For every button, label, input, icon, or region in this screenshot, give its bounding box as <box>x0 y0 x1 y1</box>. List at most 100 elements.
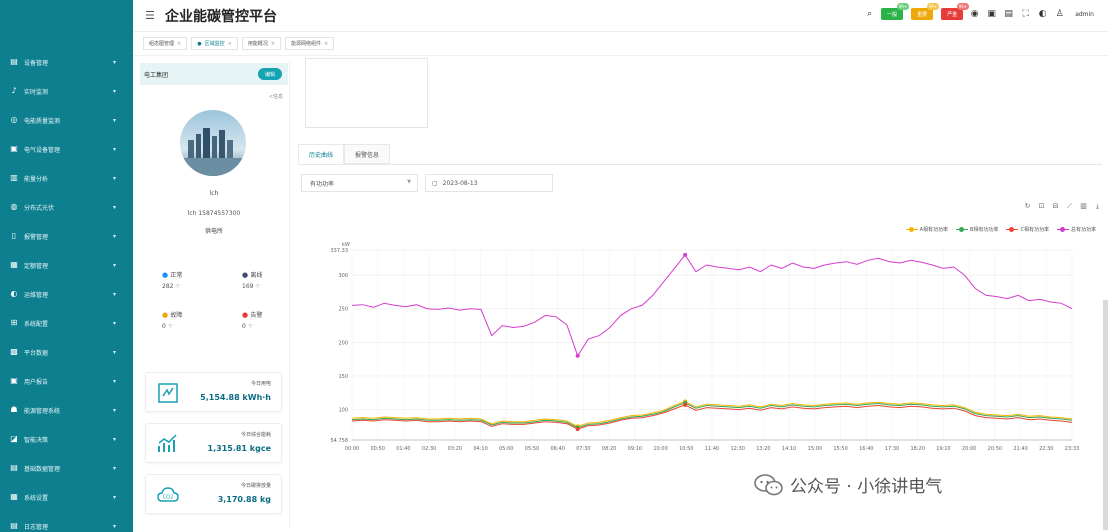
y-tick-label: 100 <box>338 408 348 414</box>
stat-value-row: 0 个 <box>242 323 262 330</box>
edit-button[interactable]: 编辑 <box>258 68 282 80</box>
sidebar-item-label: 运维管理 <box>24 291 49 299</box>
chevron-down-icon: ▾ <box>113 290 117 298</box>
tag-item[interactable]: 用能概况 × <box>241 37 282 50</box>
tab-item[interactable]: 报警信息 <box>344 144 391 164</box>
video-icon[interactable]: ◉ <box>970 9 979 19</box>
legend-item[interactable]: B相有功功率 <box>956 226 998 233</box>
x-tick-label: 12:30 <box>731 446 745 452</box>
scrollbar[interactable] <box>1103 300 1108 530</box>
close-icon[interactable]: × <box>324 40 329 47</box>
close-icon[interactable]: × <box>177 40 182 47</box>
monitor-icon: ♪ <box>11 86 17 95</box>
user-icon[interactable]: ♙ <box>1055 9 1064 19</box>
x-tick-label: 23:33 <box>1065 446 1079 452</box>
sidebar-item[interactable]: ◪ 智能决策 ▾ <box>0 428 133 450</box>
x-tick-label: 13:20 <box>756 446 770 452</box>
chevron-down-icon: ▾ <box>113 232 117 240</box>
legend-item[interactable]: A相有功功率 <box>905 226 948 233</box>
sidebar-item[interactable]: ◎ 电能质量监测 ▾ <box>0 109 133 131</box>
search-icon[interactable]: ⌕ <box>867 9 873 19</box>
download-icon[interactable]: ⤓ <box>1095 202 1100 210</box>
username[interactable]: admin <box>1075 10 1094 18</box>
sidebar-item[interactable]: ▯ 报警管理 ▾ <box>0 225 133 247</box>
x-tick-label: 16:40 <box>859 446 873 452</box>
stat-label: 离线 <box>250 272 263 279</box>
x-tick-label: 01:40 <box>396 446 410 452</box>
sidebar-item[interactable]: ☗ 能源管理系统 ▾ <box>0 399 133 421</box>
x-tick-label: 07:30 <box>576 446 590 452</box>
fullscreen-icon[interactable]: ⛶ <box>1022 9 1029 19</box>
sidebar-item[interactable]: ⊞ 系统配置 ▾ <box>0 312 133 334</box>
alarm-level-badge[interactable]: 严重 99+ <box>941 3 970 20</box>
stat-label: 正常 <box>170 272 183 279</box>
sidebar-item[interactable]: ▦ 系统设置 ▾ <box>0 486 133 508</box>
tab-item[interactable]: 历史曲线 <box>298 144 345 164</box>
chevron-down-icon: ▾ <box>113 145 117 153</box>
tag-item[interactable]: ● 区域监控 × <box>191 37 238 50</box>
size-icon[interactable]: ▤ <box>1004 9 1013 19</box>
settings-icon: ▦ <box>10 492 18 501</box>
legend-item[interactable]: 总有功功率 <box>1056 226 1096 233</box>
sidebar-item-label: 电能质量监测 <box>24 117 61 125</box>
sidebar-item[interactable]: ◐ 运维管理 ▾ <box>0 283 133 305</box>
energy-value: 5,154.88 kWh·h <box>200 393 271 402</box>
sidebar-item[interactable]: ▩ 平台数据 ▾ <box>0 341 133 363</box>
data-icon: ▩ <box>10 347 18 356</box>
tag-item[interactable]: 能源网络组件 × <box>285 37 335 50</box>
y-tick-label: 54.758 <box>331 438 349 444</box>
alarm-count-badge: 99+ <box>896 3 910 10</box>
extreme-point <box>683 402 688 407</box>
legend-swatch <box>1056 227 1069 232</box>
zoom-icon[interactable]: ⊡ <box>1038 202 1045 210</box>
sidebar-item-label: 基础数据管理 <box>24 465 61 473</box>
sidebar-item[interactable]: ▣ 用户报告 ▾ <box>0 370 133 392</box>
solar-icon: ◍ <box>10 202 18 211</box>
energy-label: 今日用电 <box>250 381 271 387</box>
tag-item[interactable]: 组态图管理 × <box>143 37 188 50</box>
stat-item: ● 正常 282 个 <box>162 270 182 290</box>
metric-select[interactable]: 有功功率 ▼ <box>301 174 418 192</box>
tag-label: 用能概况 <box>247 41 268 47</box>
sidebar-item-label: 平台数据 <box>24 349 49 357</box>
x-tick-label: 09:10 <box>628 446 642 452</box>
header: ☰ 企业能碳管控平台 ⌕ 一般 99+ 重要 99+ 严重 99+ ◉ ▣ ▤ ⛶ ◐ ♙… <box>133 0 1108 32</box>
theme-icon[interactable]: ◐ <box>1038 9 1047 19</box>
x-tick-label: 03:20 <box>448 446 462 452</box>
power-quality-icon: ◎ <box>10 115 18 124</box>
sidebar-item[interactable]: ▤ 设备管理 ▾ <box>0 51 133 73</box>
menu-toggle-icon[interactable]: ☰ <box>145 9 155 22</box>
sidebar-item[interactable]: ▥ 能量分析 ▾ <box>0 167 133 189</box>
close-icon[interactable]: × <box>270 40 276 47</box>
bar-chart-icon[interactable]: ▥ <box>1080 202 1087 210</box>
stat-unit: 个 <box>175 284 181 290</box>
profile-link[interactable]: <信息 <box>268 94 283 100</box>
sidebar-item[interactable]: ▤ 基础数据管理 ▾ <box>0 457 133 479</box>
series-line <box>351 254 1073 357</box>
alarm-level-badge[interactable]: 一般 99+ <box>881 3 910 20</box>
zoom-reset-icon[interactable]: ⊟ <box>1052 202 1059 210</box>
sidebar-item[interactable]: ♪ 实时监测 ▾ <box>0 80 133 102</box>
chevron-down-icon: ▾ <box>113 522 117 530</box>
stat-label: 告警 <box>250 312 263 319</box>
header-toolbar: ⌕ 一般 99+ 重要 99+ 严重 99+ ◉ ▣ ▤ ⛶ ◐ ♙ admin <box>864 3 1094 20</box>
date-picker[interactable]: ▢ 2023-08-13 <box>425 174 553 192</box>
sidebar-item[interactable]: ▦ 定额管理 ▾ <box>0 254 133 276</box>
sidebar-item[interactable]: ▣ 电气设备管理 ▾ <box>0 138 133 160</box>
legend-item[interactable]: C相有功功率 <box>1006 226 1049 233</box>
x-tick-label: 10:00 <box>653 446 667 452</box>
layout-icon[interactable]: ▣ <box>987 9 996 19</box>
restore-icon[interactable]: ↻ <box>1024 202 1031 210</box>
energy-value: 1,315.81 kgce <box>207 444 271 453</box>
sidebar-item-label: 电气设备管理 <box>24 146 61 154</box>
alarm-level-label: 重要 <box>917 11 928 18</box>
energy-card: 今日综合能耗 1,315.81 kgce <box>145 423 282 463</box>
alarm-level-label: 一般 <box>887 11 898 18</box>
line-chart-icon[interactable]: ⟋ <box>1067 202 1072 210</box>
sidebar-item[interactable]: ▤ 日志管理 ▾ <box>0 515 133 532</box>
sidebar-item[interactable]: ◍ 分布式光伏 ▾ <box>0 196 133 218</box>
alarm-level-badge[interactable]: 重要 99+ <box>911 3 940 20</box>
chevron-down-icon: ▾ <box>113 348 117 356</box>
close-icon[interactable]: × <box>227 40 232 47</box>
tags-bar: 组态图管理 × ● 区域监控 × 用能概况 × 能源网络组件 × <box>133 32 1108 56</box>
